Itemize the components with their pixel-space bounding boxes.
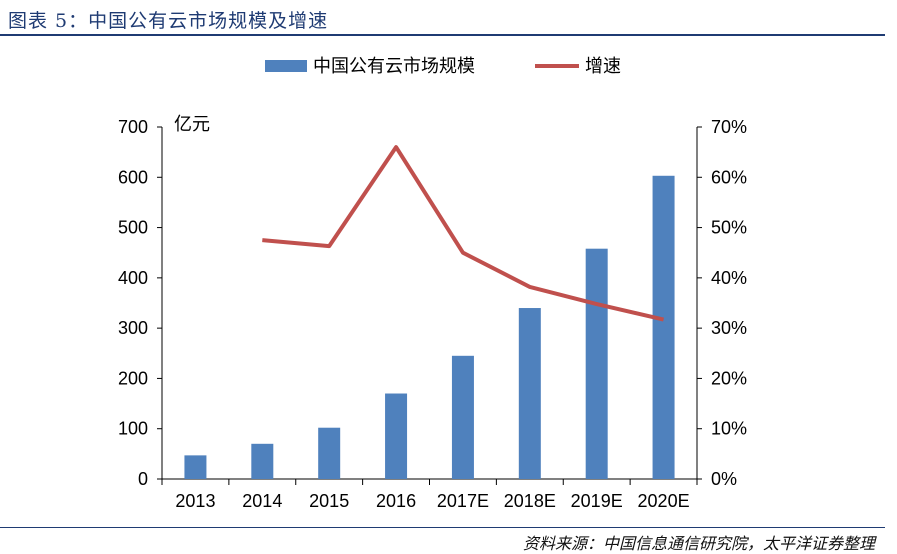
bar bbox=[519, 308, 541, 479]
right-tick-label: 30% bbox=[711, 318, 747, 338]
legend-bar-swatch bbox=[265, 60, 307, 72]
right-tick-label: 60% bbox=[711, 167, 747, 187]
left-tick-label: 500 bbox=[118, 218, 148, 238]
right-tick-label: 40% bbox=[711, 268, 747, 288]
legend-bar-label: 中国公有云市场规模 bbox=[313, 56, 475, 77]
x-tick-label: 2017E bbox=[437, 491, 489, 511]
x-tick-label: 2020E bbox=[638, 491, 690, 511]
left-tick-label: 300 bbox=[118, 318, 148, 338]
source-rule bbox=[0, 527, 885, 528]
bar bbox=[586, 249, 608, 479]
right-tick-label: 10% bbox=[711, 419, 747, 439]
bar-series bbox=[184, 176, 674, 479]
left-tick-label: 600 bbox=[118, 167, 148, 187]
bar bbox=[184, 455, 206, 479]
right-tick-label: 20% bbox=[711, 368, 747, 388]
left-tick-label: 100 bbox=[118, 419, 148, 439]
left-tick-label: 200 bbox=[118, 368, 148, 388]
x-tick-label: 2013 bbox=[175, 491, 215, 511]
bar bbox=[452, 356, 474, 479]
left-axis-unit-label: 亿元 bbox=[174, 114, 210, 135]
bar bbox=[653, 176, 675, 479]
left-tick-label: 700 bbox=[118, 117, 148, 137]
x-tick-label: 2014 bbox=[242, 491, 282, 511]
x-tick-label: 2019E bbox=[571, 491, 623, 511]
legend: 中国公有云市场规模 增速 bbox=[265, 56, 621, 77]
right-tick-label: 70% bbox=[711, 117, 747, 137]
left-tick-label: 400 bbox=[118, 268, 148, 288]
bar bbox=[318, 428, 340, 479]
right-tick-label: 50% bbox=[711, 218, 747, 238]
bar bbox=[385, 394, 407, 479]
left-tick-label: 0 bbox=[138, 469, 148, 489]
x-tick-label: 2015 bbox=[309, 491, 349, 511]
legend-line-label: 增速 bbox=[585, 56, 621, 77]
right-tick-label: 0% bbox=[711, 469, 737, 489]
x-tick-label: 2018E bbox=[504, 491, 556, 511]
source-note: 资料来源：中国信息通信研究院，太平洋证券整理 bbox=[523, 530, 875, 554]
bar bbox=[251, 444, 273, 479]
x-tick-label: 2016 bbox=[376, 491, 416, 511]
